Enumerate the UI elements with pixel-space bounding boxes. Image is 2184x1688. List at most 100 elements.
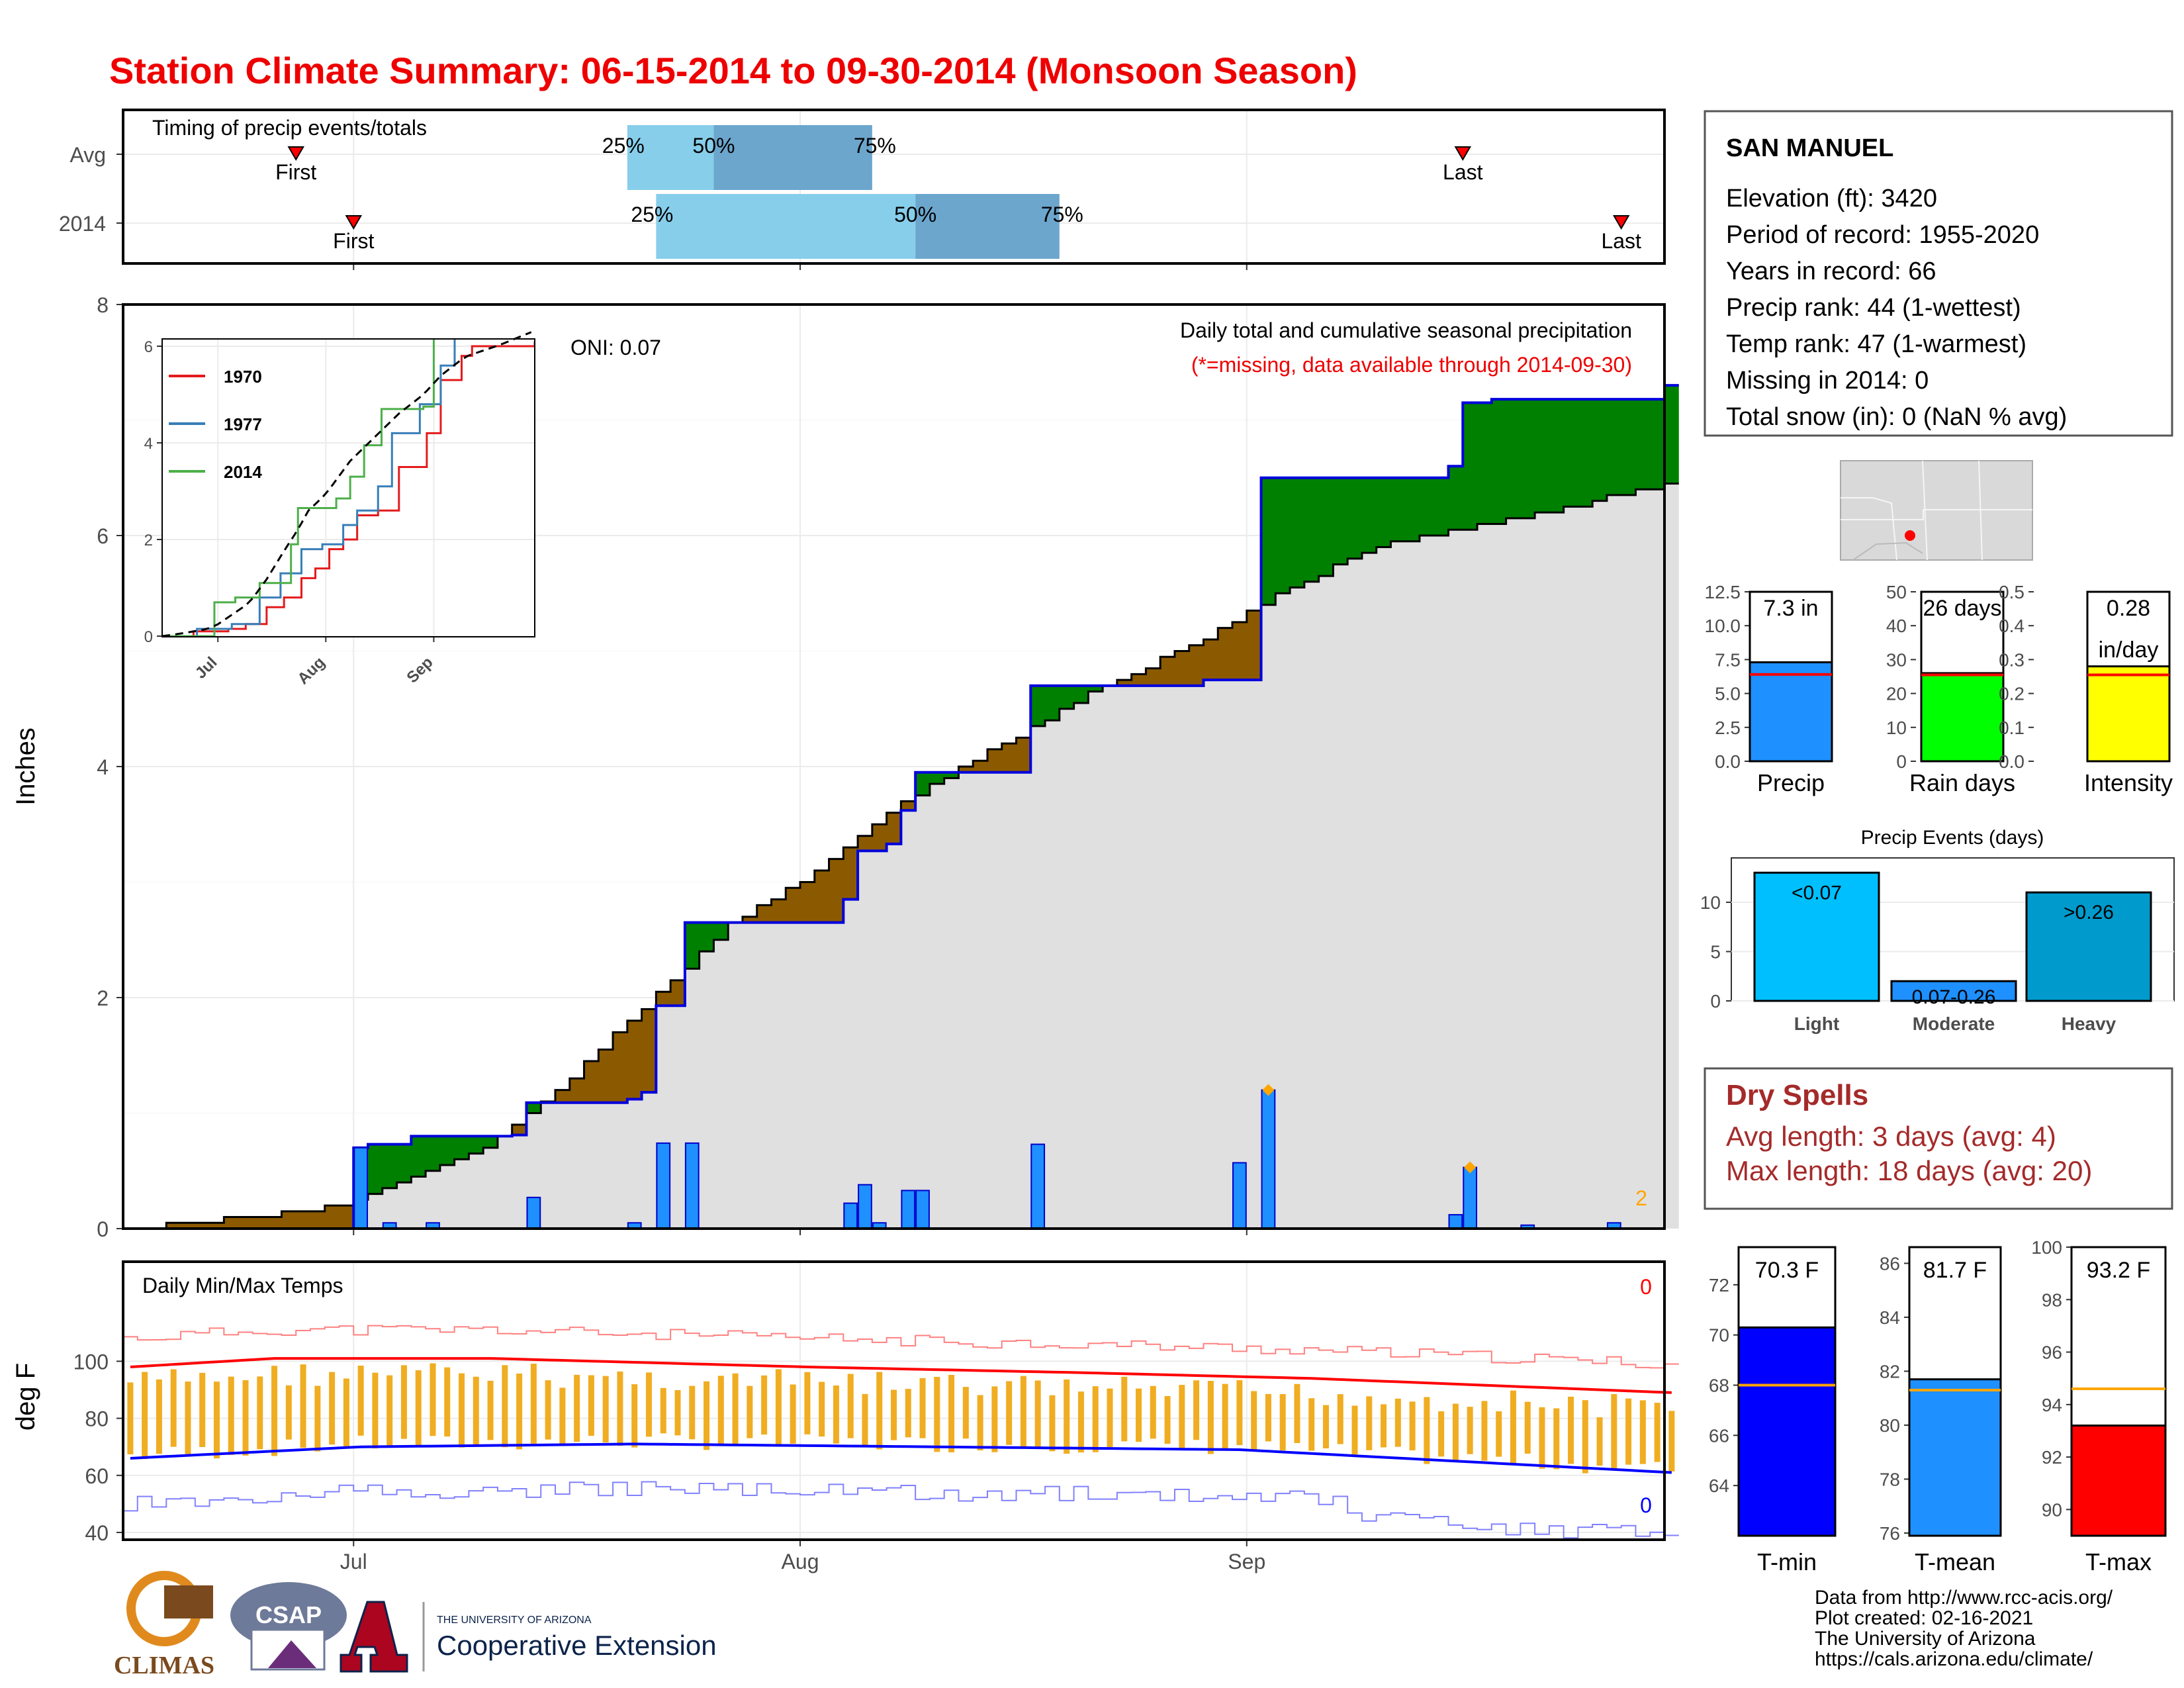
- precip-event-bar: [2025, 891, 2152, 1002]
- summary-y-tick-label: 0.2: [1999, 684, 2025, 704]
- record-marker: [1464, 1161, 1477, 1174]
- inset-series-line: [162, 339, 456, 637]
- precip-events-title: Precip Events (days): [1861, 827, 2044, 849]
- temp-summary-tick-label: 76: [1880, 1523, 1900, 1544]
- csap-logo-text: CSAP: [255, 1601, 322, 1628]
- cumulative-grey-area: [123, 483, 1679, 1229]
- temp-summary-name: T-min: [1757, 1548, 1817, 1575]
- oni-label: ONI: 0.07: [570, 336, 661, 359]
- first-event-label: First: [333, 229, 374, 253]
- map-border: [1841, 509, 2032, 520]
- temp-summary-bar: [2070, 1425, 2167, 1537]
- station-location-dot: [1905, 530, 1915, 541]
- temp-summary-tick-label: 98: [2042, 1289, 2062, 1310]
- station-info-line: Precip rank: 44 (1-wettest): [1726, 294, 2021, 322]
- ua-logo-small-text: THE UNIVERSITY OF ARIZONA: [437, 1615, 592, 1626]
- timing-q25-label: 25%: [602, 134, 645, 158]
- station-info-line: Total snow (in): 0 (NaN % avg): [1726, 403, 2067, 431]
- temp-x-tick-label: Aug: [782, 1550, 819, 1573]
- station-info-line: Period of record: 1955-2020: [1726, 221, 2039, 249]
- last-event-marker: [1454, 146, 1472, 161]
- inset-legend-label: 1977: [224, 414, 262, 434]
- summary-y-tick-label: 12.5: [1705, 582, 1741, 602]
- temp-summary-tick-label: 84: [1880, 1307, 1900, 1328]
- main-y-tick-label: 6: [97, 524, 109, 548]
- temp-summary-tick-label: 100: [2031, 1237, 2062, 1258]
- timing-title: Timing of precip events/totals: [152, 116, 427, 140]
- average-max-line: [130, 1357, 1672, 1394]
- daily-precip-bar: [1030, 1143, 1046, 1229]
- inset-bg: [162, 339, 535, 637]
- page-title: Station Climate Summary: 06-15-2014 to 0…: [109, 50, 1357, 91]
- summary-y-tick-label: 0.5: [1999, 582, 2025, 602]
- summary-y-tick-label: 10.0: [1705, 616, 1741, 636]
- daily-precip-bar: [1463, 1166, 1478, 1230]
- summary-y-tick-label: 5.0: [1715, 684, 1741, 704]
- temp-y-tick-label: 40: [85, 1521, 109, 1545]
- temp-y-tick-label: 100: [73, 1350, 109, 1374]
- logo-csap: CSAP: [230, 1582, 347, 1671]
- average-cumulative-line: [123, 482, 1679, 1230]
- temp-summary-name: T-mean: [1915, 1548, 1995, 1575]
- temp-summary-tick-label: 92: [2042, 1447, 2062, 1468]
- daily-precip-bar: [901, 1190, 916, 1230]
- summary-value-label: 7.3 in: [1763, 596, 1818, 621]
- timing-q75-label: 75%: [854, 134, 896, 158]
- daily-precip-bar: [353, 1147, 369, 1229]
- timing-q75-label: 75%: [1041, 203, 1083, 226]
- summary-y-tick-label: 30: [1886, 649, 1907, 670]
- map-border: [1852, 541, 1923, 561]
- precip-event-category: Light: [1794, 1013, 1839, 1034]
- summary-y-tick-label: 0.3: [1999, 649, 2025, 670]
- record-min-line: [123, 1481, 1679, 1539]
- dry-spells-avg: Avg length: 3 days (avg: 4): [1726, 1121, 2056, 1152]
- daily-precip-bar: [1448, 1214, 1463, 1230]
- timing-bar-50-75: [713, 125, 872, 190]
- precip-event-category: Heavy: [2062, 1013, 2116, 1034]
- climas-logo-block: [164, 1585, 213, 1618]
- summary-value-label: 0.28: [2107, 596, 2150, 621]
- max-record-count: 0: [1640, 1275, 1652, 1299]
- precip-events-tick-label: 0: [1710, 991, 1721, 1011]
- locator-map: [1840, 460, 2033, 561]
- temp-x-tick-label: Sep: [1228, 1550, 1265, 1573]
- summary-value-label: 26 days: [1923, 596, 2001, 621]
- timing-q50-label: 50%: [692, 134, 735, 158]
- logo-ua: THE UNIVERSITY OF ARIZONA Cooperative Ext…: [340, 1601, 717, 1673]
- temp-panel-frame: [122, 1260, 1666, 1541]
- daily-precip-bar: [656, 1142, 671, 1229]
- precip-event-category: Moderate: [1913, 1013, 1995, 1034]
- last-event-marker: [1612, 215, 1630, 230]
- inset-average-line: [161, 331, 532, 637]
- cumulative-2014-line: [123, 384, 1679, 1230]
- dry-spells-title: Dry Spells: [1726, 1079, 1868, 1111]
- daily-precip-bar: [1261, 1089, 1276, 1229]
- summary-y-tick-label: 7.5: [1715, 649, 1741, 670]
- first-event-marker: [287, 146, 304, 161]
- daily-precip-bar: [526, 1196, 541, 1230]
- timing-q50-label: 50%: [894, 203, 936, 226]
- precip-event-value-label: 0.07-0.26: [1912, 986, 1996, 1008]
- temp-summary-tick-label: 96: [2042, 1342, 2062, 1363]
- csap-logo-mountain: [268, 1640, 316, 1668]
- temp-y-axis-label: deg F: [11, 1363, 40, 1430]
- credit-line: Plot created: 02-16-2021: [1815, 1607, 2033, 1629]
- below-average-area: [166, 610, 1261, 1229]
- map-border: [1841, 497, 1897, 561]
- inset-series-line: [162, 339, 435, 637]
- inset-y-tick-label: 2: [144, 532, 153, 549]
- summary-bar-name: Intensity: [2084, 769, 2173, 796]
- missing-data-note: (*=missing, data available through 2014-…: [1191, 353, 1632, 377]
- temp-summary-tick-label: 86: [1880, 1253, 1900, 1274]
- main-y-tick-label: 4: [97, 755, 109, 779]
- last-event-label: Last: [1601, 229, 1641, 253]
- temp-summary-tick-label: 64: [1709, 1476, 1729, 1496]
- summary-value-bar: [1749, 661, 1833, 763]
- station-info-box: [1704, 110, 2173, 437]
- temp-y-tick-label: 80: [85, 1407, 109, 1431]
- precip-event-bar: [1753, 871, 1880, 1002]
- summary-y-tick-label: 0.0: [1715, 751, 1741, 772]
- credit-line: Data from http://www.rcc-acis.org/: [1815, 1587, 2113, 1609]
- average-min-line: [130, 1442, 1672, 1474]
